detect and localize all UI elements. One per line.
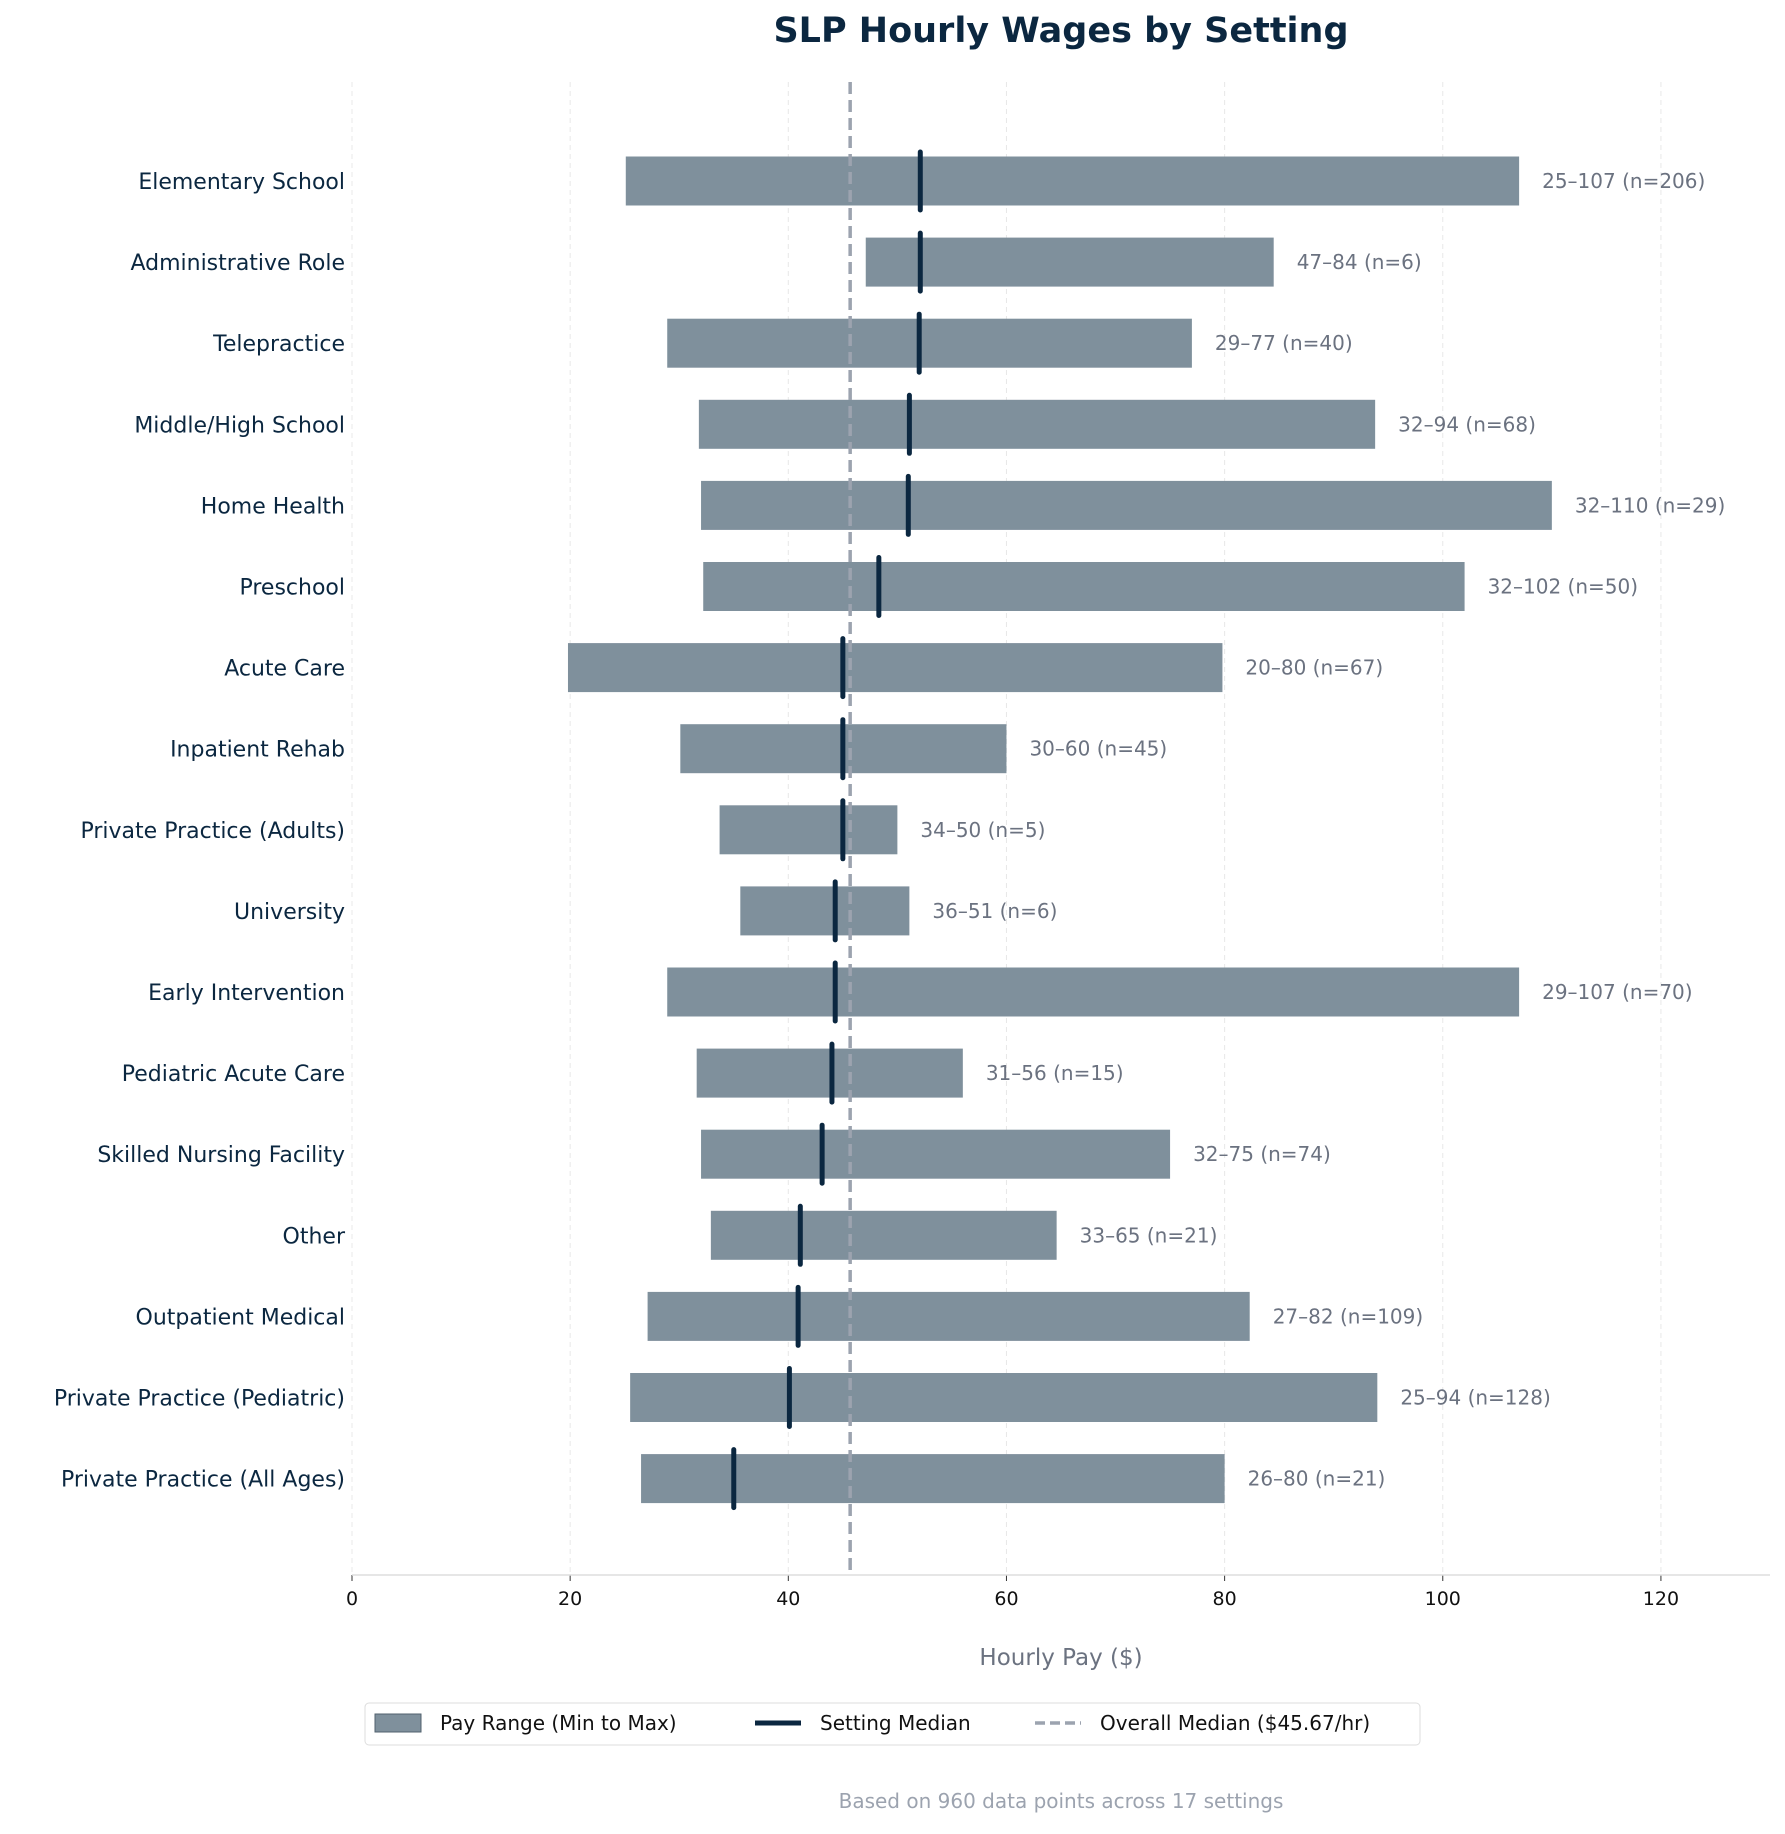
range-bar (701, 1129, 1171, 1179)
category-label: University (234, 900, 345, 925)
footnote: Based on 960 data points across 17 setti… (839, 1789, 1284, 1813)
range-bar (647, 1291, 1250, 1341)
x-tick-label: 0 (346, 1588, 358, 1610)
category-label: Private Practice (Adults) (81, 819, 346, 844)
median-markers (731, 149, 923, 1511)
category-label: Preschool (239, 576, 345, 601)
data-labels: 25–107 (n=206) 47–84 (n=6) 29–77 (n=40) 32–… (920, 169, 1725, 1491)
category-label: Other (283, 1224, 346, 1249)
category-label: Outpatient Medical (136, 1305, 345, 1330)
range-bar (719, 805, 898, 855)
x-axis-label: Hourly Pay ($) (979, 1645, 1142, 1671)
x-tick-label: 100 (1425, 1588, 1461, 1610)
data-label: 20–80 (n=67) (1245, 656, 1383, 680)
range-bar (625, 156, 1520, 206)
data-label: 29–107 (n=70) (1542, 980, 1692, 1004)
x-tick-label: 40 (776, 1588, 800, 1610)
range-bar (630, 1373, 1378, 1422)
x-tick-label: 120 (1643, 1588, 1679, 1610)
data-label: 27–82 (n=109) (1273, 1304, 1423, 1328)
data-label: 33–65 (n=21) (1080, 1223, 1218, 1247)
range-bar (667, 967, 1520, 1017)
data-label: 47–84 (n=6) (1297, 250, 1422, 274)
data-label: 29–77 (n=40) (1215, 331, 1353, 355)
data-label: 25–107 (n=206) (1542, 169, 1705, 193)
legend: Pay Range (Min to Max) Setting Median Ov… (364, 1702, 1421, 1746)
range-bar (698, 399, 1376, 449)
category-label: Acute Care (224, 657, 345, 682)
legend-swatch-range (374, 1713, 422, 1733)
category-label: Telepractice (212, 332, 345, 357)
category-label: Early Intervention (148, 981, 345, 1006)
category-label: Elementary School (138, 170, 345, 195)
x-tick-label: 20 (558, 1588, 582, 1610)
data-label: 31–56 (n=15) (986, 1061, 1124, 1085)
x-axis: 0 20 40 60 80 100 120 (346, 1574, 1770, 1610)
data-label: 32–102 (n=50) (1488, 575, 1638, 599)
x-tick-label: 60 (994, 1588, 1018, 1610)
category-label: Home Health (201, 494, 345, 519)
legend-label-range: Pay Range (Min to Max) (440, 1711, 677, 1735)
chart-title: SLP Hourly Wages by Setting (773, 11, 1348, 51)
category-label: Private Practice (Pediatric) (54, 1387, 345, 1412)
bars (567, 156, 1552, 1504)
x-tick-label: 80 (1213, 1588, 1237, 1610)
range-bar (641, 1454, 1225, 1504)
legend-label-overall: Overall Median ($45.67/hr) (1100, 1711, 1370, 1735)
data-label: 26–80 (n=21) (1248, 1467, 1386, 1491)
range-bar (710, 1210, 1057, 1260)
data-label: 32–110 (n=29) (1575, 493, 1725, 517)
data-label: 32–75 (n=74) (1193, 1142, 1331, 1166)
range-bar (567, 643, 1223, 693)
data-label: 32–94 (n=68) (1398, 412, 1536, 436)
range-bar (740, 886, 910, 936)
data-label: 25–94 (n=128) (1400, 1386, 1550, 1410)
category-label: Private Practice (All Ages) (61, 1468, 345, 1493)
range-bar (667, 318, 1192, 368)
category-label: Middle/High School (134, 413, 345, 438)
legend-label-median: Setting Median (820, 1711, 971, 1735)
category-label: Administrative Role (130, 251, 345, 276)
data-label: 36–51 (n=6) (932, 899, 1057, 923)
category-label: Skilled Nursing Facility (97, 1143, 345, 1168)
y-tick-labels: Elementary School Administrative Role Tele… (54, 170, 346, 1493)
data-label: 30–60 (n=45) (1029, 737, 1167, 761)
category-label: Pediatric Acute Care (122, 1062, 345, 1087)
category-label: Inpatient Rehab (170, 738, 345, 763)
data-label: 34–50 (n=5) (920, 818, 1045, 842)
range-bar (701, 480, 1552, 530)
range-bar (703, 562, 1465, 611)
range-bar (865, 237, 1274, 287)
